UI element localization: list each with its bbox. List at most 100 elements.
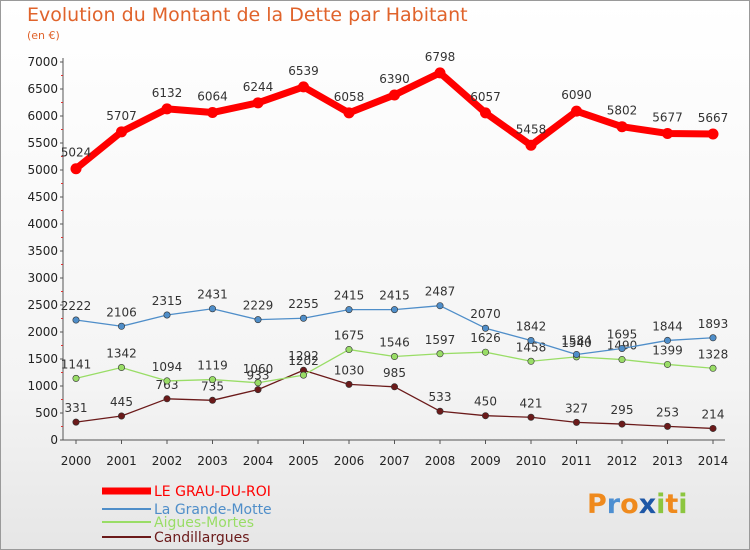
y-tick-label: 6500 <box>27 82 58 96</box>
y-tick-label: 3500 <box>27 244 58 258</box>
x-tick-label: 2003 <box>197 454 228 468</box>
data-label: 445 <box>110 395 133 409</box>
logo-letter: o <box>620 489 639 520</box>
logo-letter: P <box>587 489 607 520</box>
data-point <box>345 380 353 388</box>
data-label: 5024 <box>61 146 92 160</box>
x-tick-label: 2007 <box>379 454 410 468</box>
x-tick-label: 2010 <box>516 454 547 468</box>
data-point <box>72 316 80 324</box>
data-point <box>209 305 217 313</box>
data-point <box>116 126 127 138</box>
data-point <box>436 407 444 415</box>
data-label: 6390 <box>379 72 410 86</box>
data-label: 1141 <box>61 357 92 371</box>
data-point <box>436 302 444 310</box>
data-point <box>663 360 671 368</box>
data-point <box>572 350 580 358</box>
data-point <box>663 422 671 430</box>
data-point <box>616 121 628 133</box>
data-label: 1584 <box>561 333 592 347</box>
x-tick-label: 2002 <box>152 454 183 468</box>
y-tick-label: 7000 <box>27 55 58 69</box>
data-point <box>618 420 626 428</box>
data-point <box>663 336 671 344</box>
logo-letter: r <box>606 489 621 520</box>
logo-letter: i <box>678 489 688 520</box>
data-point <box>118 322 126 330</box>
data-label: 295 <box>611 403 634 417</box>
data-label: 1458 <box>516 340 547 354</box>
data-label: 1695 <box>607 327 638 341</box>
data-point <box>390 306 398 314</box>
data-label: 1094 <box>152 360 183 374</box>
data-label: 6090 <box>561 88 592 102</box>
data-point <box>390 353 398 361</box>
data-point <box>209 396 217 404</box>
data-label: 1399 <box>652 343 683 357</box>
data-point <box>343 107 355 119</box>
data-point <box>525 139 537 151</box>
data-point <box>481 412 489 420</box>
data-label: 1842 <box>516 320 547 334</box>
data-label: 6539 <box>288 64 319 78</box>
data-point <box>571 105 582 117</box>
data-point <box>70 163 82 175</box>
y-tick-label: 6000 <box>27 109 58 123</box>
x-tick-label: 2014 <box>698 454 729 468</box>
series-la-grande-motte: 2222 2106 2315 2431 2229 2255 2415 2415 2487 2070… <box>61 285 728 358</box>
y-tick-label: 1000 <box>27 379 58 393</box>
data-label: 5802 <box>607 104 638 118</box>
data-point <box>118 412 126 420</box>
data-point <box>436 350 444 358</box>
data-point <box>298 81 309 93</box>
y-tick-label: 500 <box>35 406 58 420</box>
data-label: 933 <box>247 369 270 383</box>
data-point <box>662 127 673 139</box>
x-tick-label: 2005 <box>288 454 319 468</box>
data-point <box>163 395 171 403</box>
data-point <box>480 107 491 119</box>
data-point <box>572 418 580 426</box>
data-point <box>707 128 719 140</box>
data-label: 5677 <box>652 110 683 124</box>
y-tick-label: 3000 <box>27 271 58 285</box>
chart-subtitle: (en €) <box>27 29 60 42</box>
data-point <box>709 364 717 372</box>
data-label: 331 <box>65 401 88 415</box>
legend-item: Aigues-Mortes <box>102 515 254 531</box>
data-label: 735 <box>201 379 224 393</box>
data-point <box>209 376 217 384</box>
chart-title: Evolution du Montant de la Dette par Hab… <box>27 4 468 26</box>
data-label: 2487 <box>425 285 456 299</box>
y-tick-label: 2500 <box>27 298 58 312</box>
data-label: 450 <box>474 395 497 409</box>
data-label: 6058 <box>334 90 365 104</box>
y-tick-label: 5500 <box>27 136 58 150</box>
y-tick-label: 0 <box>50 433 58 447</box>
proxiti-logo: Proxiti <box>587 489 688 520</box>
series-aigues-mortes: 1141 1342 1094 1119 1060 1202 1675 1546 1597 1626… <box>61 329 728 387</box>
data-point <box>345 306 353 314</box>
data-label: 1597 <box>425 333 456 347</box>
data-label: 1540 <box>561 336 592 350</box>
data-point <box>481 324 489 332</box>
data-label: 1060 <box>243 362 274 376</box>
legend-item: LE GRAU-DU-ROI <box>102 484 271 500</box>
data-point <box>207 107 218 119</box>
data-label: 2070 <box>470 307 501 321</box>
logo-letter: i <box>656 489 666 520</box>
data-label: 6244 <box>243 80 274 94</box>
data-point <box>254 316 262 324</box>
x-tick-label: 2011 <box>561 454 592 468</box>
data-label: 1292 <box>288 349 319 363</box>
legend-item: La Grande-Motte <box>102 502 272 518</box>
data-point <box>299 314 307 322</box>
logo-letter: t <box>665 489 679 520</box>
data-label: 5667 <box>698 111 729 125</box>
data-label: 2229 <box>243 299 274 313</box>
x-tick-label: 2012 <box>607 454 638 468</box>
data-label: 2415 <box>379 289 410 303</box>
